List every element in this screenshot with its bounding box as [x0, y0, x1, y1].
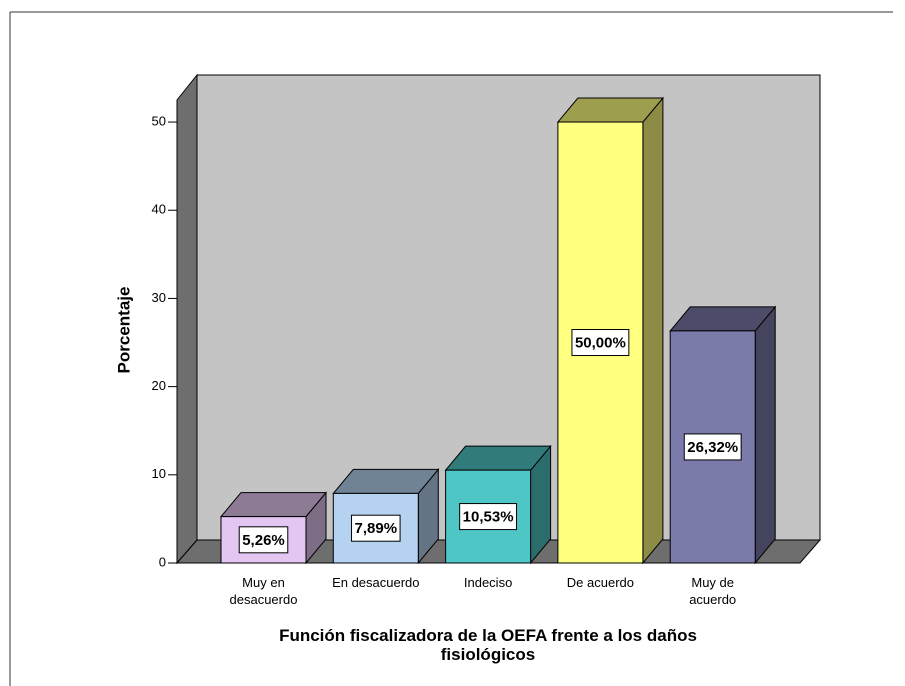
data-label: 5,26%	[242, 532, 285, 549]
x-tick-label: En desacuerdo	[332, 575, 420, 590]
data-label: 26,32%	[687, 439, 738, 456]
bar-side	[754, 305, 776, 565]
data-label-box	[238, 526, 289, 554]
x-tick-label: Indeciso	[463, 575, 513, 590]
y-tick-label: 50	[152, 113, 166, 128]
data-label-box	[459, 503, 518, 531]
x-tick-label: Muy de acuerdo	[689, 575, 737, 607]
x-tick-label: De acuerdo	[566, 575, 634, 590]
data-label: 7,89%	[355, 520, 398, 537]
y-axis-title: Porcentaje	[114, 287, 133, 374]
bar-side	[642, 96, 664, 565]
x-axis-title: Función fiscalizadora de la OEFA frente …	[279, 626, 697, 664]
x-tick-label: Muy en desacuerdo	[229, 575, 298, 607]
y-tick-label: 20	[152, 378, 166, 393]
side-wall	[176, 73, 198, 565]
data-label: 10,53%	[463, 509, 514, 526]
y-tick-label: 10	[152, 466, 166, 481]
y-tick-label: 40	[152, 202, 166, 217]
data-label-box	[683, 433, 742, 461]
y-tick-label: 30	[152, 290, 166, 305]
data-label: 50,00%	[575, 334, 626, 351]
data-label-box	[351, 514, 401, 542]
data-label-box	[571, 329, 630, 357]
y-tick-label: 0	[159, 554, 166, 569]
